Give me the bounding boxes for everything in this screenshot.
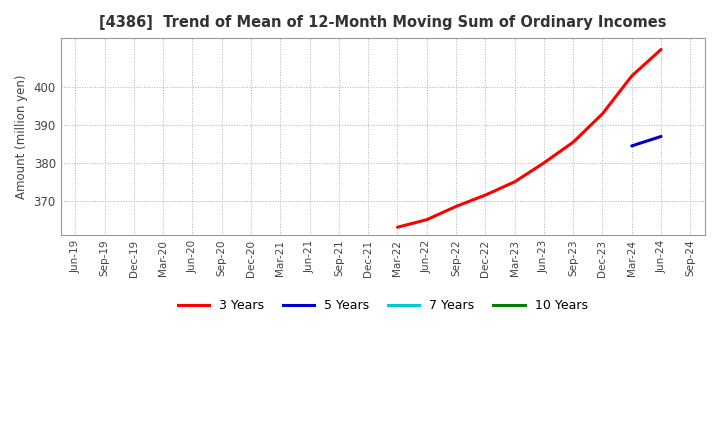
Title: [4386]  Trend of Mean of 12-Month Moving Sum of Ordinary Incomes: [4386] Trend of Mean of 12-Month Moving … xyxy=(99,15,667,30)
Legend: 3 Years, 5 Years, 7 Years, 10 Years: 3 Years, 5 Years, 7 Years, 10 Years xyxy=(173,294,593,317)
Y-axis label: Amount (million yen): Amount (million yen) xyxy=(15,74,28,199)
